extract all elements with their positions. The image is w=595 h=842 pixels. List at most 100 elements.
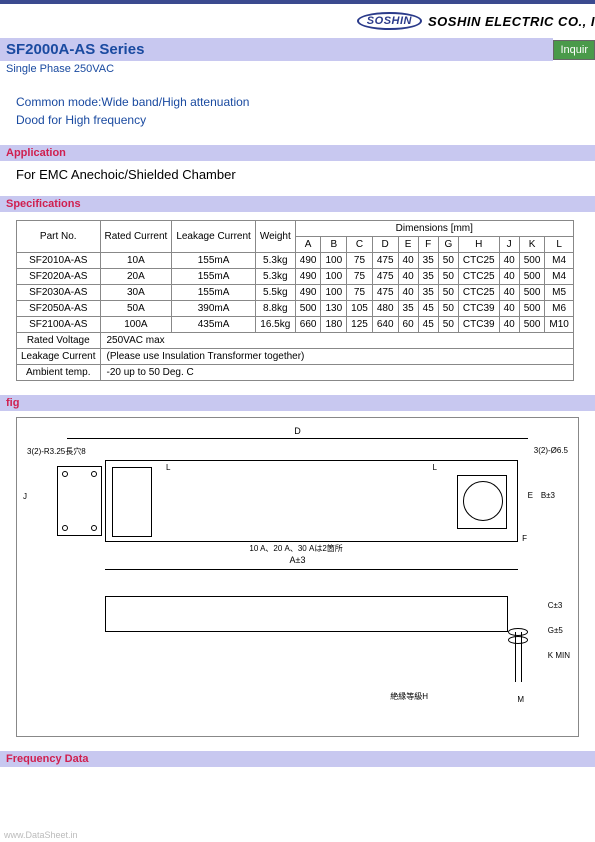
table-cell: 35 xyxy=(398,301,418,317)
table-cell: 100 xyxy=(321,253,347,269)
feature-line-1: Common mode:Wide band/High attenuation xyxy=(16,93,589,111)
label-G: G±5 xyxy=(548,625,570,636)
label-K: K MIN xyxy=(548,650,570,661)
table-cell: 45 xyxy=(418,301,438,317)
table-cell: 475 xyxy=(372,269,398,285)
hdr-col-J: J xyxy=(499,237,519,253)
table-cell: 16.5kg xyxy=(255,317,295,333)
label-E: E xyxy=(528,491,533,500)
label-F: F xyxy=(522,534,527,543)
watermark: www.DataSheet.in xyxy=(4,830,78,840)
hdr-col-G: G xyxy=(438,237,458,253)
table-cell: 40 xyxy=(398,253,418,269)
table-cell: 35 xyxy=(418,285,438,301)
table-cell: M10 xyxy=(545,317,573,333)
leakage-row: Leakage Current (Please use Insulation T… xyxy=(17,349,574,365)
section-specifications: Specifications xyxy=(0,196,595,212)
table-cell: 155mA xyxy=(172,253,256,269)
side-labels: C±3 G±5 K MIN xyxy=(548,600,570,662)
label-J: J xyxy=(23,492,27,501)
table-cell: SF2050A-AS xyxy=(17,301,101,317)
label-M: M xyxy=(517,695,524,704)
table-cell: 105 xyxy=(347,301,373,317)
spec-table: Part No. Rated Current Leakage Current W… xyxy=(16,220,574,381)
table-cell: CTC39 xyxy=(458,317,499,333)
table-cell: 8.8kg xyxy=(255,301,295,317)
application-text: For EMC Anechoic/Shielded Chamber xyxy=(0,161,595,196)
feature-line-2: Dood for High frequency xyxy=(16,111,589,129)
table-cell: 50 xyxy=(438,301,458,317)
screw-icon xyxy=(62,471,68,477)
series-subtitle: Single Phase 250VAC xyxy=(0,61,595,87)
table-cell: 40 xyxy=(398,269,418,285)
label-L: L xyxy=(166,463,170,472)
table-cell: SF2010A-AS xyxy=(17,253,101,269)
ambient-row: Ambient temp. -20 up to 50 Deg. C xyxy=(17,365,574,381)
rated-voltage-row: Rated Voltage 250VAC max xyxy=(17,333,574,349)
table-cell: 75 xyxy=(347,253,373,269)
table-cell: 35 xyxy=(418,253,438,269)
table-cell: 435mA xyxy=(172,317,256,333)
table-cell: CTC25 xyxy=(458,253,499,269)
table-cell: 45 xyxy=(418,317,438,333)
table-cell: SF2030A-AS xyxy=(17,285,101,301)
table-cell: 75 xyxy=(347,285,373,301)
table-cell: 490 xyxy=(295,285,321,301)
hdr-col-L: L xyxy=(545,237,573,253)
table-cell: 500 xyxy=(519,269,545,285)
table-cell: M5 xyxy=(545,285,573,301)
table-cell: 75 xyxy=(347,269,373,285)
hdr-col-B: B xyxy=(321,237,347,253)
table-cell: 500 xyxy=(519,301,545,317)
table-cell: 475 xyxy=(372,285,398,301)
wire-line xyxy=(515,632,516,682)
screw-icon xyxy=(91,471,97,477)
table-cell: 5.5kg xyxy=(255,285,295,301)
table-cell: 40 xyxy=(499,317,519,333)
label-C: C±3 xyxy=(548,600,570,611)
spec-table-wrap: Part No. Rated Current Leakage Current W… xyxy=(0,212,595,395)
table-cell: 125 xyxy=(347,317,373,333)
table-row: SF2030A-AS30A155mA5.5kg49010075475403550… xyxy=(17,285,574,301)
table-cell: 50A xyxy=(100,301,172,317)
leakage-value: (Please use Insulation Transformer toget… xyxy=(100,349,573,365)
ambient-label: Ambient temp. xyxy=(17,365,101,381)
ambient-value: -20 up to 50 Deg. C xyxy=(100,365,573,381)
table-cell: SF2100A-AS xyxy=(17,317,101,333)
bottom-note: 絶縁等級H xyxy=(390,691,428,702)
table-cell: CTC25 xyxy=(458,269,499,285)
table-cell: 500 xyxy=(295,301,321,317)
cap-icon xyxy=(508,636,528,644)
table-cell: 20A xyxy=(100,269,172,285)
table-cell: 30A xyxy=(100,285,172,301)
table-cell: 660 xyxy=(295,317,321,333)
rated-voltage-label: Rated Voltage xyxy=(17,333,101,349)
table-cell: M4 xyxy=(545,253,573,269)
table-cell: M4 xyxy=(545,269,573,285)
diagram-bottom: C±3 G±5 K MIN M 絶縁等級H xyxy=(57,588,538,708)
screw-icon xyxy=(62,525,68,531)
hdr-col-H: H xyxy=(458,237,499,253)
note-mid: 10 A、20 A、30 Aは2箇所 xyxy=(249,543,342,554)
table-cell: 50 xyxy=(438,285,458,301)
inquire-button[interactable]: Inquir xyxy=(553,40,595,60)
table-cell: M6 xyxy=(545,301,573,317)
logo: SOSHIN xyxy=(357,12,422,30)
table-cell: 40 xyxy=(499,301,519,317)
dim-a-line xyxy=(105,569,518,570)
table-cell: 490 xyxy=(295,253,321,269)
leakage-label: Leakage Current xyxy=(17,349,101,365)
table-cell: 490 xyxy=(295,269,321,285)
section-fig: fig xyxy=(0,395,595,411)
table-cell: 50 xyxy=(438,269,458,285)
table-row: SF2050A-AS50A390mA8.8kg50013010548035455… xyxy=(17,301,574,317)
inner-panel xyxy=(112,467,152,537)
label-L2: L xyxy=(433,463,437,472)
feature-block: Common mode:Wide band/High attenuation D… xyxy=(0,87,595,145)
cap-icon xyxy=(508,628,528,636)
rated-voltage-value: 250VAC max xyxy=(100,333,573,349)
diagram-top: 3(2)-R3.25長穴8 3(2)-Ø6.5 D L L E F B±3 J … xyxy=(57,436,538,556)
table-cell: 40 xyxy=(499,285,519,301)
table-cell: CTC25 xyxy=(458,285,499,301)
table-cell: 5.3kg xyxy=(255,269,295,285)
